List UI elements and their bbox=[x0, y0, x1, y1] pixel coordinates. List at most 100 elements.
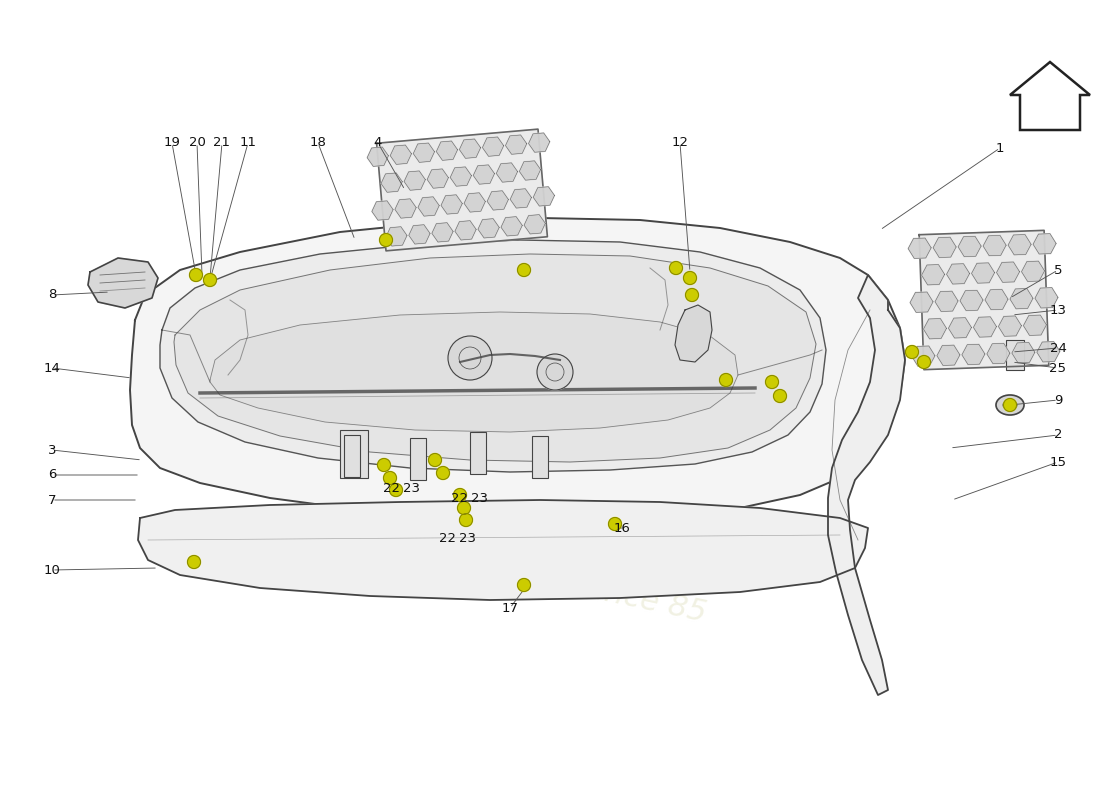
FancyBboxPatch shape bbox=[344, 435, 360, 477]
Polygon shape bbox=[500, 217, 522, 236]
Text: 23: 23 bbox=[460, 531, 476, 545]
Text: 25: 25 bbox=[1049, 362, 1067, 374]
Polygon shape bbox=[138, 500, 868, 600]
FancyBboxPatch shape bbox=[340, 430, 368, 478]
Polygon shape bbox=[496, 163, 517, 182]
Polygon shape bbox=[933, 237, 956, 258]
Circle shape bbox=[766, 375, 779, 389]
Polygon shape bbox=[922, 265, 945, 285]
Polygon shape bbox=[409, 225, 430, 244]
Polygon shape bbox=[675, 305, 712, 362]
Polygon shape bbox=[487, 190, 508, 210]
Polygon shape bbox=[983, 235, 1006, 256]
Polygon shape bbox=[1037, 342, 1059, 362]
Polygon shape bbox=[960, 290, 983, 310]
Circle shape bbox=[460, 514, 473, 526]
Circle shape bbox=[670, 262, 682, 274]
Circle shape bbox=[685, 289, 698, 302]
Text: 20: 20 bbox=[188, 137, 206, 150]
Text: 14: 14 bbox=[44, 362, 60, 374]
Circle shape bbox=[379, 234, 393, 246]
Polygon shape bbox=[987, 343, 1010, 364]
Text: a passion for parts since 85: a passion for parts since 85 bbox=[290, 512, 710, 628]
Text: 9: 9 bbox=[1054, 394, 1063, 406]
Polygon shape bbox=[390, 145, 411, 164]
Text: 11: 11 bbox=[240, 137, 256, 150]
Circle shape bbox=[683, 271, 696, 285]
Text: 24: 24 bbox=[1049, 342, 1066, 354]
Text: 17: 17 bbox=[502, 602, 518, 614]
Circle shape bbox=[773, 390, 786, 402]
Circle shape bbox=[517, 263, 530, 277]
Circle shape bbox=[517, 578, 530, 591]
Text: 3: 3 bbox=[47, 443, 56, 457]
Polygon shape bbox=[460, 139, 481, 158]
FancyBboxPatch shape bbox=[1006, 340, 1024, 370]
Circle shape bbox=[719, 374, 733, 386]
Polygon shape bbox=[958, 236, 981, 257]
Text: 19: 19 bbox=[164, 137, 180, 150]
Polygon shape bbox=[524, 214, 546, 234]
Text: 5: 5 bbox=[1054, 263, 1063, 277]
Circle shape bbox=[917, 355, 931, 369]
Polygon shape bbox=[464, 193, 485, 212]
Circle shape bbox=[189, 269, 202, 282]
Polygon shape bbox=[984, 290, 1008, 310]
Polygon shape bbox=[971, 263, 994, 283]
Polygon shape bbox=[455, 221, 476, 240]
Polygon shape bbox=[1035, 288, 1058, 308]
Polygon shape bbox=[473, 165, 495, 184]
Text: 18: 18 bbox=[309, 137, 327, 150]
Text: 22: 22 bbox=[451, 491, 469, 505]
Polygon shape bbox=[130, 218, 905, 520]
Text: 10: 10 bbox=[44, 563, 60, 577]
Text: 16: 16 bbox=[614, 522, 630, 534]
Polygon shape bbox=[1023, 315, 1046, 335]
Ellipse shape bbox=[996, 395, 1024, 415]
Polygon shape bbox=[506, 135, 527, 154]
Text: 23: 23 bbox=[404, 482, 420, 494]
Polygon shape bbox=[935, 291, 958, 311]
Polygon shape bbox=[414, 143, 435, 162]
Polygon shape bbox=[519, 161, 540, 180]
Polygon shape bbox=[441, 195, 462, 214]
Polygon shape bbox=[160, 240, 826, 472]
Circle shape bbox=[905, 346, 918, 358]
Polygon shape bbox=[1010, 62, 1090, 130]
Polygon shape bbox=[1022, 261, 1045, 282]
Polygon shape bbox=[937, 345, 960, 366]
Polygon shape bbox=[404, 171, 426, 190]
Text: 23: 23 bbox=[472, 491, 488, 505]
Circle shape bbox=[1003, 398, 1016, 411]
Polygon shape bbox=[1012, 342, 1035, 363]
Polygon shape bbox=[367, 147, 388, 166]
Polygon shape bbox=[1033, 234, 1056, 254]
Text: 1: 1 bbox=[996, 142, 1004, 154]
Polygon shape bbox=[450, 167, 472, 186]
Polygon shape bbox=[910, 292, 933, 312]
Text: 8: 8 bbox=[47, 289, 56, 302]
Polygon shape bbox=[961, 344, 984, 365]
Polygon shape bbox=[1010, 289, 1033, 309]
Polygon shape bbox=[88, 258, 158, 308]
Polygon shape bbox=[529, 133, 550, 152]
Polygon shape bbox=[999, 316, 1022, 336]
Polygon shape bbox=[376, 129, 548, 251]
Polygon shape bbox=[386, 226, 407, 246]
Polygon shape bbox=[912, 346, 935, 366]
Polygon shape bbox=[510, 189, 531, 208]
Text: europes: europes bbox=[146, 262, 694, 538]
Polygon shape bbox=[483, 137, 504, 156]
Polygon shape bbox=[948, 318, 971, 338]
Text: 13: 13 bbox=[1049, 303, 1067, 317]
Circle shape bbox=[453, 489, 466, 502]
Polygon shape bbox=[947, 264, 969, 284]
Circle shape bbox=[537, 354, 573, 390]
Circle shape bbox=[437, 466, 450, 479]
Polygon shape bbox=[418, 197, 439, 216]
Polygon shape bbox=[924, 318, 946, 339]
Text: 2: 2 bbox=[1054, 429, 1063, 442]
Text: 21: 21 bbox=[213, 137, 231, 150]
Text: 4: 4 bbox=[374, 137, 382, 150]
Text: 12: 12 bbox=[671, 137, 689, 150]
